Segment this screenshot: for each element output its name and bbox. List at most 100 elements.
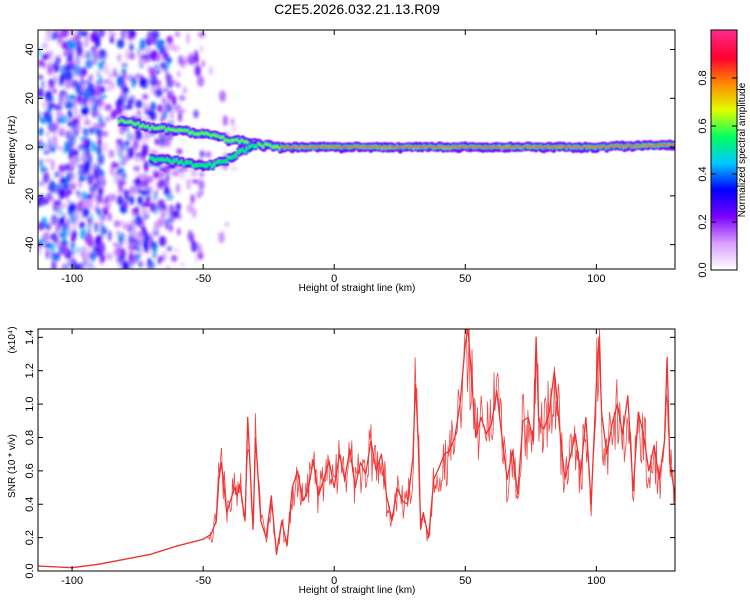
colorbar-step xyxy=(711,212,737,215)
noise-speckle xyxy=(76,191,82,200)
noise-speckle xyxy=(176,202,181,212)
colorbar-step xyxy=(711,134,737,137)
noise-speckle xyxy=(72,151,79,156)
snr-x-label: Height of straight line (km) xyxy=(299,585,416,596)
noise-speckle xyxy=(135,99,144,109)
noise-speckle xyxy=(178,214,182,221)
noise-speckle xyxy=(141,208,149,217)
colorbar-step xyxy=(711,262,737,265)
noise-speckle xyxy=(111,32,116,38)
colorbar-step xyxy=(711,114,737,117)
colorbar-step xyxy=(711,142,737,145)
noise-speckle xyxy=(140,260,146,268)
spectrogram-frame xyxy=(37,29,676,270)
noise-speckle xyxy=(188,52,194,64)
x-tick-label: 100 xyxy=(587,273,605,285)
colorbar-step xyxy=(711,108,737,111)
y-tick-label: 0.4 xyxy=(24,497,36,512)
noise-speckle xyxy=(200,189,204,196)
noise-speckle xyxy=(99,85,106,94)
noise-speckle xyxy=(154,138,159,145)
noise-speckle xyxy=(75,246,82,254)
noise-speckle xyxy=(68,158,74,169)
noise-speckle xyxy=(122,201,129,208)
colorbar-step xyxy=(711,182,737,185)
noise-speckle xyxy=(74,211,80,221)
colorbar-step xyxy=(711,214,737,217)
colorbar-step xyxy=(711,66,737,69)
colorbar-frame xyxy=(710,29,738,271)
noise-speckle xyxy=(53,30,61,39)
spectrogram-y-axis: -40 -20 0 20 40 xyxy=(24,43,675,253)
noise-speckle xyxy=(154,64,159,70)
colorbar-step xyxy=(711,52,737,55)
noise-speckle xyxy=(135,205,140,212)
noise-speckle xyxy=(68,204,77,211)
snr-series-detail xyxy=(38,329,675,569)
colorbar-step xyxy=(711,240,737,243)
colorbar-step xyxy=(711,156,737,159)
noise-speckle xyxy=(165,71,170,82)
noise-speckle xyxy=(58,225,66,232)
noise-speckle xyxy=(157,172,165,178)
colorbar-step xyxy=(711,40,737,43)
noise-speckle xyxy=(96,208,102,216)
colorbar-step xyxy=(711,264,737,267)
noise-speckle xyxy=(86,146,91,158)
noise-speckle xyxy=(128,232,133,244)
noise-speckle xyxy=(108,230,112,242)
noise-speckle xyxy=(96,135,103,146)
noise-speckle xyxy=(44,37,51,42)
colorbar-step xyxy=(711,192,737,195)
noise-speckle xyxy=(186,203,194,213)
noise-speckle xyxy=(119,171,127,181)
noise-speckle xyxy=(68,41,76,50)
noise-speckle xyxy=(47,137,52,150)
noise-speckle xyxy=(98,75,103,85)
noise-speckle xyxy=(94,222,99,233)
noise-speckle xyxy=(194,253,199,264)
colorbar-step xyxy=(711,210,737,213)
colorbar-step xyxy=(711,60,737,63)
colorbar-step xyxy=(711,36,737,39)
colorbar-step xyxy=(711,72,737,75)
colorbar-step xyxy=(711,84,737,87)
noise-speckle xyxy=(129,185,137,195)
colorbar-step xyxy=(711,180,737,183)
colorbar-step xyxy=(711,104,737,107)
colorbar-step xyxy=(711,70,737,73)
colorbar-step xyxy=(711,226,737,229)
noise-speckle xyxy=(87,53,96,59)
noise-speckle xyxy=(96,69,101,78)
noise-speckle xyxy=(137,218,145,230)
noise-speckle xyxy=(194,64,201,77)
noise-speckle xyxy=(40,163,45,174)
noise-speckle xyxy=(61,176,66,183)
noise-speckle xyxy=(125,105,133,110)
colorbar-step xyxy=(711,168,737,171)
noise-speckle xyxy=(139,59,146,64)
noise-speckle xyxy=(180,262,186,267)
colorbar-step xyxy=(711,232,737,235)
colorbar-step xyxy=(711,234,737,237)
colorbar-step xyxy=(711,246,737,249)
snr-series-line xyxy=(38,329,675,569)
noise-speckle xyxy=(71,79,80,90)
noise-speckle xyxy=(133,253,142,259)
noise-speckle xyxy=(58,74,64,87)
noise-speckle xyxy=(157,182,165,188)
noise-speckle xyxy=(159,167,163,172)
colorbar-step xyxy=(711,268,737,271)
colorbar-step xyxy=(711,88,737,91)
noise-speckle xyxy=(178,94,186,102)
colorbar-step xyxy=(711,98,737,101)
colorbar-step xyxy=(711,176,737,179)
noise-speckle xyxy=(149,68,155,77)
noise-speckle xyxy=(40,141,46,151)
snr-panel: -100 -50 0 50 100 0.0 0.2 0.4 0.6 0.8 1.0 1.2 1.4 H… xyxy=(7,326,676,596)
noise-speckle xyxy=(120,142,124,151)
colorbar-step xyxy=(711,94,737,97)
noise-speckle xyxy=(133,165,141,172)
colorbar-step xyxy=(711,62,737,65)
colorbar-step xyxy=(711,58,737,61)
